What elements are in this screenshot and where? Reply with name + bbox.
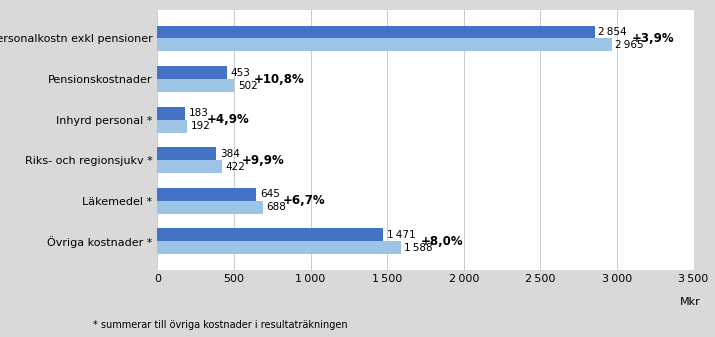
Bar: [157, 147, 216, 160]
Text: 645: 645: [260, 189, 280, 199]
Text: 1 471: 1 471: [387, 230, 415, 240]
Text: 192: 192: [190, 121, 210, 131]
Text: Mkr: Mkr: [680, 297, 701, 307]
Bar: [157, 228, 383, 241]
Bar: [157, 241, 400, 254]
Bar: [157, 160, 222, 173]
Text: 2 965: 2 965: [616, 40, 644, 50]
Text: +3,9%: +3,9%: [631, 32, 674, 45]
Bar: [157, 201, 262, 214]
Text: 384: 384: [220, 149, 240, 159]
Text: 2 854: 2 854: [598, 27, 627, 37]
Text: +8,0%: +8,0%: [420, 235, 463, 248]
Text: 502: 502: [238, 81, 258, 91]
Text: 422: 422: [226, 162, 246, 172]
Text: 1 588: 1 588: [405, 243, 433, 253]
Text: +10,8%: +10,8%: [254, 72, 305, 86]
Bar: [157, 38, 611, 52]
Text: 183: 183: [189, 108, 209, 118]
Bar: [157, 66, 227, 79]
Text: +9,9%: +9,9%: [242, 154, 285, 166]
Bar: [157, 120, 187, 132]
Bar: [157, 79, 235, 92]
Text: 688: 688: [267, 202, 287, 212]
Text: * summerar till övriga kostnader i resultaträkningen: * summerar till övriga kostnader i resul…: [93, 320, 347, 330]
Text: +4,9%: +4,9%: [207, 113, 250, 126]
Bar: [157, 188, 256, 201]
Bar: [157, 106, 185, 120]
Bar: [157, 26, 595, 38]
Text: 453: 453: [230, 67, 250, 78]
Text: +6,7%: +6,7%: [282, 194, 325, 207]
